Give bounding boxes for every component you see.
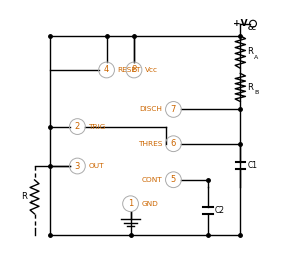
Text: R: R [21,192,27,202]
Text: L: L [31,200,34,205]
Text: 4: 4 [104,66,109,74]
Text: GND: GND [142,201,158,207]
Text: OUT: OUT [88,163,104,169]
Text: 6: 6 [171,139,176,148]
Text: C2: C2 [215,206,225,215]
Text: R: R [247,83,253,92]
Text: B: B [254,90,259,95]
Text: THRES: THRES [138,141,162,147]
Text: CC: CC [248,26,257,31]
Text: 1: 1 [128,199,133,208]
Text: A: A [254,55,259,60]
Text: 2: 2 [75,122,80,131]
Text: CONT: CONT [142,177,162,183]
Text: 8: 8 [131,66,137,74]
Text: TRIG: TRIG [88,124,106,129]
Text: +V: +V [232,19,247,28]
Text: 3: 3 [75,161,80,171]
Text: 5: 5 [171,175,176,184]
Text: R: R [247,48,253,56]
Text: C1: C1 [248,161,258,170]
Text: 7: 7 [171,105,176,114]
Text: RESET: RESET [118,67,141,73]
Text: Vcc: Vcc [145,67,158,73]
Text: DISCH: DISCH [140,106,162,112]
